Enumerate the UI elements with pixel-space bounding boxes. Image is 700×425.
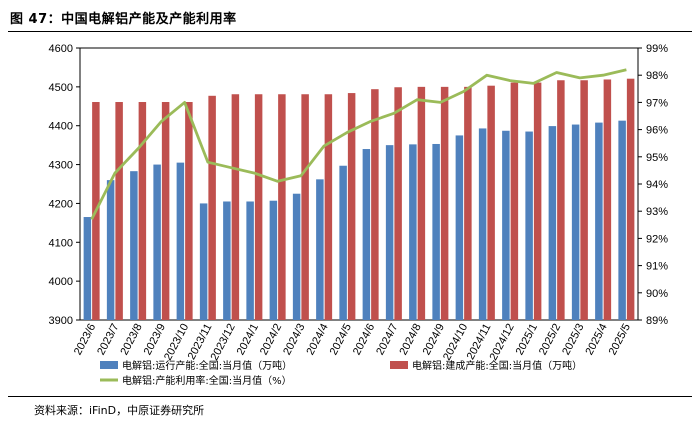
bar-operating-capacity bbox=[199, 203, 208, 320]
bar-built-capacity bbox=[557, 80, 565, 320]
bar-operating-capacity bbox=[478, 128, 487, 320]
right-axis-tick-label: 97% bbox=[646, 97, 668, 109]
bar-operating-capacity bbox=[223, 201, 231, 320]
left-axis-tick-label: 3900 bbox=[49, 315, 73, 327]
bar-built-capacity bbox=[278, 94, 286, 321]
bar-built-capacity bbox=[138, 102, 147, 320]
bar-built-capacity bbox=[440, 86, 449, 320]
bar-built-capacity bbox=[231, 94, 240, 321]
right-axis-tick-label: 94% bbox=[646, 179, 668, 191]
left-axis-tick-label: 4000 bbox=[49, 276, 73, 288]
bar-built-capacity bbox=[417, 86, 426, 320]
right-axis-tick-label: 99% bbox=[646, 43, 668, 55]
bar-operating-capacity bbox=[106, 180, 115, 320]
legend-operating-capacity-label: 电解铝:运行产能:全国:当月值（万吨） bbox=[122, 359, 292, 372]
bar-operating-capacity bbox=[618, 120, 626, 320]
right-axis-tick-label: 89% bbox=[646, 315, 668, 327]
right-axis-tick-label: 98% bbox=[646, 70, 668, 82]
left-axis-tick-label: 4600 bbox=[49, 43, 73, 55]
left-axis-tick-label: 4100 bbox=[49, 237, 73, 249]
right-axis-tick-label: 92% bbox=[646, 233, 668, 245]
right-axis-tick-label: 96% bbox=[646, 125, 668, 137]
bar-built-capacity bbox=[161, 102, 170, 320]
title-rule bbox=[8, 31, 692, 32]
bar-operating-capacity bbox=[525, 131, 533, 320]
bar-operating-capacity bbox=[385, 145, 394, 320]
left-axis-tick-label: 4400 bbox=[49, 121, 73, 133]
bar-operating-capacity bbox=[153, 164, 161, 320]
source-note: 资料来源：iFinD，中原证券研究所 bbox=[34, 404, 205, 417]
bar-built-capacity bbox=[208, 95, 216, 321]
legend-operating-capacity-swatch bbox=[100, 361, 118, 369]
bar-operating-capacity bbox=[339, 165, 347, 320]
bar-built-capacity bbox=[533, 82, 542, 320]
bar-built-capacity bbox=[510, 82, 519, 320]
right-axis-tick-label: 91% bbox=[646, 261, 668, 273]
legend-built-capacity-swatch bbox=[390, 361, 408, 369]
bar-operating-capacity bbox=[409, 144, 417, 320]
legend-utilization-rate-label: 电解铝:产能利用率:全国:当月值（%） bbox=[122, 374, 292, 387]
right-axis-tick-label: 95% bbox=[646, 152, 668, 164]
bar-operating-capacity bbox=[548, 126, 557, 320]
bar-built-capacity bbox=[487, 85, 495, 320]
bar-built-capacity bbox=[580, 80, 588, 320]
bar-operating-capacity bbox=[595, 122, 603, 320]
bar-built-capacity bbox=[324, 94, 333, 321]
bar-built-capacity bbox=[464, 86, 472, 320]
bar-built-capacity bbox=[347, 93, 356, 321]
bar-built-capacity bbox=[254, 94, 263, 321]
left-axis-tick-label: 4200 bbox=[49, 198, 73, 210]
bar-operating-capacity bbox=[432, 143, 440, 320]
figure-title: 图 47：中国电解铝产能及产能利用率 bbox=[10, 12, 237, 27]
bar-built-capacity bbox=[394, 87, 402, 320]
bar-built-capacity bbox=[115, 102, 123, 320]
left-axis-tick-label: 4300 bbox=[49, 160, 73, 172]
bar-operating-capacity bbox=[362, 149, 371, 320]
bar-built-capacity bbox=[301, 94, 309, 321]
bar-operating-capacity bbox=[83, 217, 92, 320]
right-axis-tick-label: 93% bbox=[646, 206, 668, 218]
left-axis-tick-label: 4500 bbox=[49, 82, 73, 94]
line-utilization-rate bbox=[90, 68, 627, 221]
bar-built-capacity bbox=[626, 78, 635, 320]
capacity-chart: 3900 4000 4100 4200 4300 4400 4500 4600 89% 90% 91… bbox=[49, 43, 669, 387]
bar-operating-capacity bbox=[246, 201, 254, 320]
bar-operating-capacity bbox=[176, 162, 185, 320]
bar-operating-capacity bbox=[455, 135, 464, 320]
bar-operating-capacity bbox=[502, 130, 510, 320]
source-rule bbox=[8, 396, 692, 397]
x-axis-tick-label: 2025/5 bbox=[607, 322, 633, 357]
legend-built-capacity-label: 电解铝:建成产能:全国:当月值（万吨） bbox=[412, 359, 582, 372]
bar-built-capacity bbox=[603, 79, 612, 320]
bar-operating-capacity bbox=[571, 124, 580, 320]
bar-operating-capacity bbox=[269, 200, 278, 320]
bar-operating-capacity bbox=[316, 179, 324, 320]
bar-operating-capacity bbox=[130, 171, 138, 320]
bar-operating-capacity bbox=[292, 193, 301, 320]
bar-built-capacity bbox=[371, 89, 379, 320]
bar-built-capacity bbox=[185, 102, 193, 320]
right-axis-tick-label: 90% bbox=[646, 288, 668, 300]
